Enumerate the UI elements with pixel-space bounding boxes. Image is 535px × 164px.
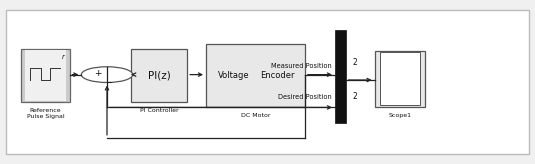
Bar bbox=[380, 52, 420, 105]
Text: PI Controller: PI Controller bbox=[140, 108, 179, 113]
Text: Reference
Pulse Signal: Reference Pulse Signal bbox=[27, 108, 64, 119]
Text: DC Motor: DC Motor bbox=[241, 113, 270, 118]
Bar bbox=[206, 44, 305, 107]
Text: Measured Position: Measured Position bbox=[271, 63, 332, 69]
Text: PI(z): PI(z) bbox=[148, 71, 171, 80]
Text: Encoder: Encoder bbox=[260, 71, 294, 80]
Text: 2: 2 bbox=[352, 92, 357, 101]
Bar bbox=[374, 51, 425, 107]
Bar bbox=[25, 50, 66, 101]
Bar bbox=[6, 10, 529, 154]
Bar bbox=[21, 49, 70, 102]
Circle shape bbox=[81, 67, 133, 82]
Text: 2: 2 bbox=[352, 58, 357, 67]
Text: Desired Position: Desired Position bbox=[279, 94, 332, 100]
Text: Scope1: Scope1 bbox=[388, 113, 411, 118]
Bar bbox=[131, 49, 187, 102]
Bar bbox=[335, 30, 346, 123]
Text: Voltage: Voltage bbox=[218, 71, 249, 80]
Text: +: + bbox=[94, 69, 102, 78]
Text: r: r bbox=[62, 54, 65, 60]
Text: _: _ bbox=[108, 74, 112, 83]
